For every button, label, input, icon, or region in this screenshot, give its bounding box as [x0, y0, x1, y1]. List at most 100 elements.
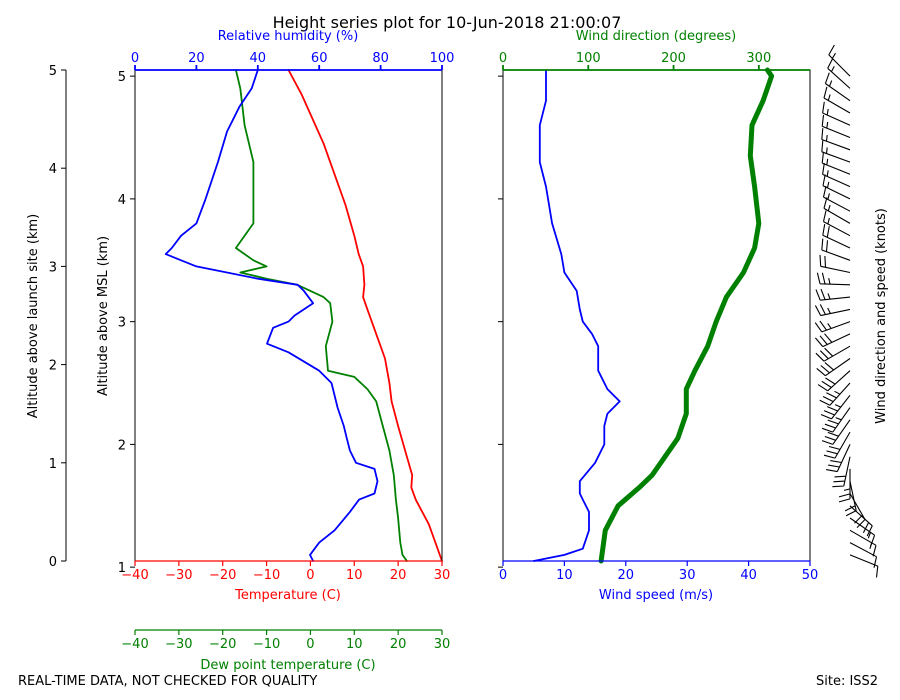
- dewpoint-axis-tick-label: −10: [253, 637, 280, 652]
- wind-speed-axis-label: Wind speed (m/s): [599, 588, 713, 603]
- wind-barb: [822, 101, 851, 126]
- temperature-line: [287, 69, 443, 562]
- wind-barb: [822, 185, 851, 212]
- wind-barb: [821, 419, 851, 445]
- dewpoint-line: [235, 69, 408, 562]
- dewpoint-axis-tick-label: 0: [306, 637, 314, 652]
- humidity-axis-tick-label: 20: [188, 51, 205, 66]
- wind-barb: [815, 288, 851, 301]
- wind-barb: [824, 72, 851, 102]
- launch-altitude-axis-tick-label: 5: [49, 64, 57, 79]
- wind-speed-axis-tick-label: 10: [556, 568, 573, 583]
- dewpoint-axis-label: Dew point temperature (C): [200, 658, 375, 673]
- wind-direction-axis-tick-label: 100: [576, 51, 601, 66]
- wind-barb: [821, 140, 851, 163]
- temperature-axis-label: Temperature (C): [234, 588, 341, 603]
- wind-barb: [822, 174, 851, 200]
- launch-altitude-axis-tick-label: 0: [49, 555, 57, 570]
- wind-barb: [849, 554, 879, 578]
- wind-speed-axis-tick-label: 40: [740, 568, 757, 583]
- launch-altitude-axis-tick-label: 3: [49, 260, 57, 275]
- temperature-axis-tick-label: 20: [390, 568, 407, 583]
- wind-direction-axis-label: Wind direction (degrees): [576, 29, 736, 44]
- wind-barb: [823, 431, 851, 459]
- chart-title: Height series plot for 10-Jun-2018 21:00…: [273, 13, 622, 32]
- wind-barbs: [814, 44, 879, 578]
- wind-barb: [832, 456, 851, 488]
- humidity-axis-tick-label: 40: [250, 51, 267, 66]
- dewpoint-axis-tick-label: 20: [390, 637, 407, 652]
- dewpoint-axis-tick-label: −30: [165, 637, 192, 652]
- wind-barb: [814, 333, 851, 348]
- temperature-axis-tick-label: 0: [306, 568, 314, 583]
- wind-barb: [822, 224, 851, 249]
- wind-direction-axis-tick-label: 300: [746, 51, 771, 66]
- wind-direction-line: [598, 67, 775, 564]
- wind-barb: [814, 304, 851, 317]
- wind-barb: [823, 197, 851, 224]
- msl-altitude-axis-tick-label: 3: [118, 316, 126, 331]
- wind-barb: [821, 128, 851, 151]
- wind-barb: [844, 481, 857, 517]
- wind-barb: [823, 86, 851, 114]
- wind-speed-axis-tick-label: 30: [679, 568, 696, 583]
- temperature-axis-tick-label: −30: [165, 568, 192, 583]
- wind-barb: [815, 345, 851, 362]
- launch-altitude-axis-label: Altitude above launch site (km): [26, 214, 41, 418]
- msl-altitude-axis-tick-label: 1: [118, 561, 126, 576]
- humidity-line: [164, 69, 379, 562]
- dewpoint-axis-tick-label: −40: [121, 637, 148, 652]
- humidity-axis-tick-label: 60: [311, 51, 328, 66]
- wind-barb: [838, 468, 851, 503]
- altitude-launch-axis: 0 1 2 3 4 5: [49, 64, 67, 570]
- wind-speed-line: [532, 69, 621, 562]
- thermo-panel: −40 −30 −20 −10 0 10 20 30 −40 −30 −20 −10 0 10 20 30 0 2…: [118, 51, 455, 652]
- wind-barb: [827, 57, 851, 89]
- wind-barb: [817, 370, 851, 392]
- thermo-panel-frame: [134, 69, 443, 562]
- wind-barb: [816, 272, 851, 286]
- data-quality-note: REAL-TIME DATA, NOT CHECKED FOR QUALITY: [18, 674, 318, 689]
- wind-barb: [820, 394, 851, 420]
- wind-barb: [822, 163, 851, 188]
- wind-speed-axis-tick-label: 50: [802, 568, 819, 583]
- wind-barb: [821, 151, 851, 175]
- msl-altitude-axis-label: Altitude above MSL (km): [96, 236, 111, 396]
- wind-barb: [821, 114, 851, 139]
- wind-speed-axis-tick-label: 20: [618, 568, 635, 583]
- wind-barb: [821, 407, 851, 433]
- wind-panel: 0 10 20 30 40 50 0 100 200 300: [498, 51, 818, 583]
- wind-barb: [826, 444, 851, 473]
- humidity-axis-label: Relative humidity (%): [218, 29, 359, 44]
- msl-altitude-axis-tick-label: 2: [118, 438, 126, 453]
- wind-barb: [849, 517, 876, 547]
- temperature-axis-tick-label: −40: [121, 568, 148, 583]
- launch-altitude-axis-tick-label: 1: [49, 457, 57, 472]
- temperature-axis-tick-label: 30: [434, 568, 451, 583]
- wind-barb: [822, 210, 851, 237]
- wind-panel-frame: [502, 69, 811, 562]
- wind-barb: [816, 358, 851, 377]
- msl-altitude-axis-tick-label: 5: [118, 70, 126, 85]
- humidity-axis-tick-label: 100: [430, 51, 455, 66]
- humidity-axis-tick-label: 80: [372, 51, 389, 66]
- temperature-axis-tick-label: 10: [346, 568, 363, 583]
- wind-barb: [828, 44, 851, 77]
- wind-barb: [849, 542, 878, 568]
- humidity-axis-tick-label: 0: [131, 51, 139, 66]
- temperature-axis-tick-label: −10: [253, 568, 280, 583]
- dewpoint-axis-tick-label: −20: [209, 637, 236, 652]
- launch-altitude-axis-tick-label: 4: [49, 162, 57, 177]
- wind-barb: [819, 382, 851, 406]
- wind-speed-axis-tick-label: 0: [499, 568, 507, 583]
- launch-altitude-axis-tick-label: 2: [49, 359, 57, 374]
- site-label: Site: ISS2: [816, 674, 879, 689]
- wind-direction-axis-tick-label: 0: [499, 51, 507, 66]
- dewpoint-axis-tick-label: 10: [346, 637, 363, 652]
- wind-barb: [819, 254, 851, 274]
- dewpoint-axis-tick-label: 30: [434, 637, 451, 652]
- wind-direction-axis-tick-label: 200: [661, 51, 686, 66]
- temperature-axis-tick-label: −20: [209, 568, 236, 583]
